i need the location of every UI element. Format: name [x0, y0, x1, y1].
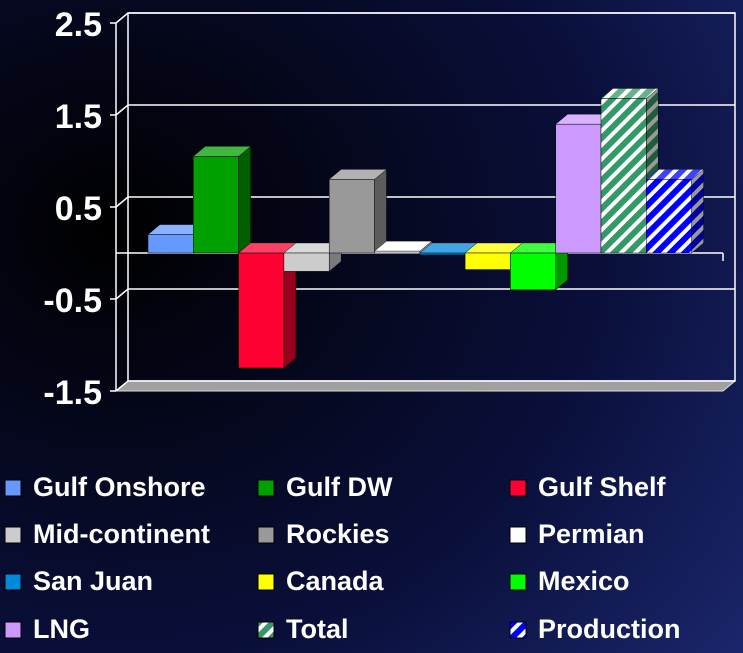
bar: [600, 98, 647, 254]
legend-swatch: [257, 526, 275, 544]
legend-label: LNG: [33, 614, 90, 644]
legend-swatch: [257, 621, 275, 639]
y-tick-label: 0.5: [55, 190, 102, 228]
bar-top-shade: [465, 243, 523, 253]
bar-group: [419, 242, 478, 256]
bar-top-shade: [510, 243, 568, 253]
bar-group: [464, 242, 524, 271]
bar-side-shade: [555, 243, 568, 290]
bar-group: [192, 145, 252, 254]
legend-label: Canada: [286, 566, 385, 596]
legend-label: San Juan: [33, 566, 153, 596]
legend-label: Production: [538, 614, 681, 644]
bar-top-shade: [374, 241, 432, 252]
bar-group: [237, 242, 297, 369]
legend-label: Gulf Shelf: [538, 472, 667, 502]
grid-line-side: [115, 288, 129, 300]
bar-top-shade: [646, 169, 704, 180]
bar-side-shade: [283, 243, 296, 368]
legend-swatch: [4, 479, 22, 497]
legend-swatch: [4, 573, 22, 591]
legend-swatch: [257, 479, 275, 497]
legend-swatch: [509, 621, 527, 639]
bar-top-shade: [329, 169, 387, 180]
legend-label: Rockies: [286, 519, 390, 549]
legend-swatch: [509, 479, 527, 497]
y-tick-label: 1.5: [55, 98, 102, 136]
bar-top-shade: [238, 243, 296, 253]
y-tick-label: -1.5: [43, 374, 102, 412]
legend-label: Gulf Onshore: [33, 472, 206, 502]
bar-group: [600, 87, 659, 254]
legend-swatch: [257, 573, 275, 591]
bar: [193, 156, 239, 254]
bar-top-shade: [555, 114, 613, 125]
bar: [464, 252, 511, 270]
bar: [238, 252, 285, 369]
bar-group: [283, 242, 342, 272]
bar: [555, 123, 602, 254]
legend-label: Mid-continent: [33, 519, 210, 549]
grid-line-side: [115, 104, 129, 116]
floor: [114, 380, 737, 392]
bar-top-shade: [283, 243, 342, 253]
bar: [283, 252, 330, 272]
legend-swatch: [509, 573, 527, 591]
bar-top-shade: [419, 243, 478, 253]
grid-line-side: [115, 12, 129, 24]
legend-swatch: [4, 621, 22, 639]
bar-group: [328, 168, 388, 254]
bar-side-shade: [374, 169, 387, 253]
legend-label: Total: [286, 614, 349, 644]
legend-label: Mexico: [538, 566, 630, 596]
legend-swatch: [509, 526, 527, 544]
bar: [646, 179, 692, 254]
y-tick-label: 2.5: [55, 6, 102, 44]
bar-side-shade: [419, 241, 432, 253]
bar: [328, 179, 375, 254]
bar-top-shade: [601, 88, 659, 99]
grid-line-side: [115, 380, 129, 392]
y-tick-label: -0.5: [43, 282, 102, 320]
grid-line-side: [115, 196, 129, 208]
legend-label: Gulf DW: [286, 472, 393, 502]
legend-label: Permian: [538, 519, 645, 549]
bar-top-shade: [193, 146, 251, 157]
bar: [374, 250, 421, 254]
bar-top-shade: [148, 224, 206, 235]
bar: [419, 252, 466, 256]
bar-side-shade: [691, 169, 704, 253]
bar: [147, 234, 194, 254]
legend-swatch: [4, 526, 22, 544]
bar-group: [645, 168, 705, 254]
bar-group: [373, 240, 433, 254]
bar-side-shade: [238, 146, 251, 253]
bar-group: [509, 242, 569, 291]
bar: [510, 252, 556, 291]
